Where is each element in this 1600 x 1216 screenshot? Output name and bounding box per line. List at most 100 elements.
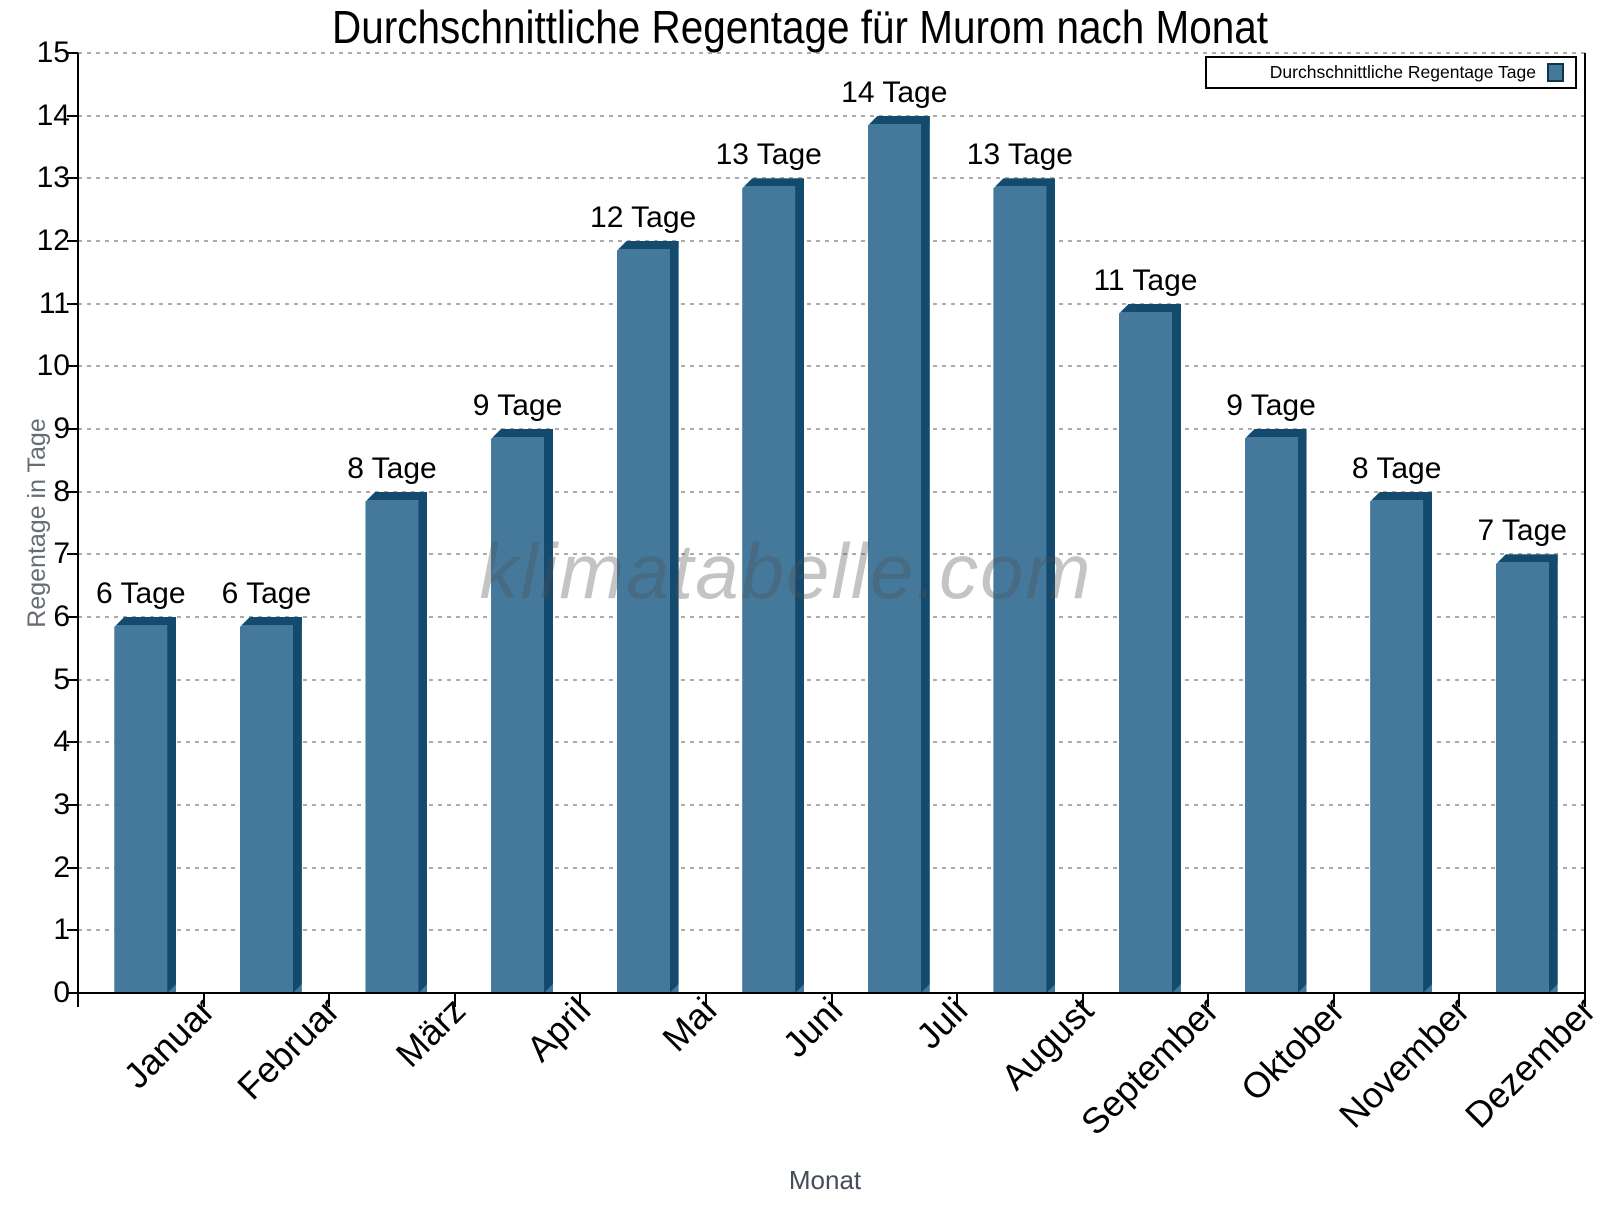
y-tick-label: 6 (53, 600, 70, 633)
y-tick (67, 490, 78, 493)
bar-september (1118, 303, 1181, 993)
bar-märz (365, 491, 428, 993)
x-tick (579, 994, 582, 1007)
bar-dezember (1495, 554, 1558, 993)
y-tick (67, 553, 78, 556)
y-tick-label: 11 (38, 286, 70, 320)
bar-side-shade (921, 116, 930, 993)
x-tick-label: September (1073, 989, 1227, 1143)
y-tick (67, 929, 78, 932)
gridline (78, 365, 1585, 368)
bar-value-label: 14 Tage (841, 75, 948, 109)
x-tick-label: März (387, 989, 474, 1075)
gridline (78, 929, 1585, 932)
x-tick-label: Dezember (1456, 989, 1600, 1136)
bar-value-label: 9 Tage (472, 389, 563, 422)
y-tick (67, 302, 78, 305)
bar-top-shade (114, 617, 177, 625)
bar-side-shade (167, 617, 176, 993)
y-tick-label: 15 (36, 36, 70, 69)
x-tick (202, 994, 205, 1007)
x-tick (1584, 994, 1586, 1007)
bar-top-shade (993, 178, 1056, 187)
y-tick (67, 804, 78, 806)
y-tick-label: 4 (53, 725, 70, 759)
bar-juli (867, 115, 930, 993)
y-tick (67, 678, 78, 681)
y-tick-label: 7 (53, 537, 70, 571)
bar-value-label: 7 Tage (1477, 514, 1567, 548)
x-tick (77, 994, 79, 1007)
x-tick (1207, 994, 1210, 1007)
y-tick (67, 114, 78, 117)
gridline (78, 866, 1585, 869)
bar-side-shade (1172, 304, 1181, 993)
gridline (78, 804, 1585, 806)
y-tick (67, 428, 78, 430)
bar-value-label: 9 Tage (1226, 389, 1316, 422)
bar-side-shade (795, 178, 804, 993)
bar-januar (114, 617, 177, 993)
y-tick-label: 10 (36, 349, 70, 383)
bar-top-shade (742, 178, 805, 187)
y-tick-label: 8 (53, 474, 70, 508)
x-tick-label: November (1331, 989, 1478, 1136)
y-tick (67, 52, 78, 54)
bar-side-shade (418, 492, 427, 993)
y-tick (67, 992, 78, 994)
gridline (78, 240, 1585, 242)
watermark: klimatabelle.com (479, 527, 1093, 615)
x-tick-label: April (518, 989, 599, 1070)
bar-top-shade (1118, 303, 1181, 312)
gridline (78, 678, 1585, 681)
y-tick (67, 616, 78, 618)
x-axis-title: Monat (788, 1165, 862, 1195)
gridline (78, 177, 1585, 180)
bar-top-shade (867, 115, 930, 124)
y-tick (67, 866, 78, 869)
y-tick (67, 365, 78, 368)
bar-side-shade (1298, 429, 1307, 993)
y-tick-label: 3 (53, 788, 70, 821)
y-axis-line (77, 53, 79, 995)
x-tick (1332, 994, 1335, 1007)
gridline (78, 52, 1585, 54)
x-tick (453, 994, 456, 1007)
bar-side-shade (1423, 492, 1432, 993)
y-tick-label: 1 (53, 913, 70, 947)
bar-august (993, 178, 1056, 993)
x-tick-label: Oktober (1232, 989, 1353, 1109)
bar-value-label: 13 Tage (966, 138, 1073, 172)
bar-top-shade (239, 617, 302, 625)
gridline (78, 490, 1585, 493)
bar-value-label: 11 Tage (1093, 263, 1198, 297)
bar-april (491, 429, 554, 993)
bar-value-label: 6 Tage (96, 577, 186, 610)
bar-oktober (1244, 429, 1307, 993)
bar-side-shade (1046, 178, 1055, 993)
bar-value-label: 8 Tage (347, 451, 437, 485)
y-tick-label: 5 (53, 662, 70, 696)
legend-swatch-icon (1547, 63, 1564, 82)
gridline (78, 114, 1585, 117)
bar-top-shade (1370, 491, 1433, 500)
bar-side-shade (670, 241, 679, 993)
chart-title: Durchschnittliche Regentage für Murom na… (331, 1, 1268, 53)
plot-right-border (1584, 53, 1586, 995)
gridline (78, 428, 1585, 430)
x-tick (328, 994, 331, 1007)
gridline (78, 616, 1585, 618)
y-tick (67, 741, 78, 744)
gridline (78, 302, 1585, 305)
x-tick (704, 994, 707, 1007)
y-tick-label: 9 (53, 412, 70, 445)
x-axis-line (77, 992, 1586, 994)
bar-top-shade (1244, 429, 1307, 437)
legend: Durchschnittliche Regentage Tage (1205, 56, 1577, 89)
y-tick-label: 2 (53, 850, 70, 884)
bar-value-label: 12 Tage (590, 201, 697, 234)
gridline (78, 741, 1585, 744)
bar-top-shade (365, 491, 428, 500)
bar-top-shade (616, 241, 679, 249)
